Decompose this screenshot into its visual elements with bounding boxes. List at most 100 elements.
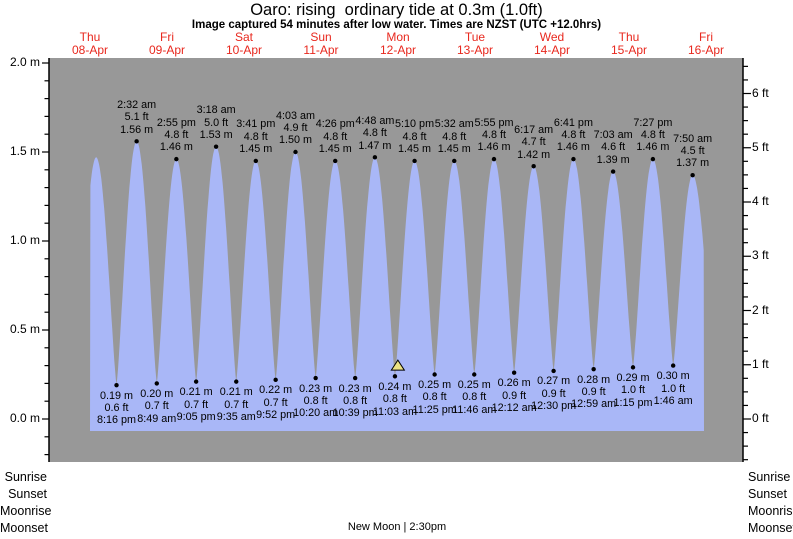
current-tide-marker	[390, 359, 406, 371]
tide-extreme-dot	[273, 377, 278, 383]
tide-annotation-line: 0.24 m	[378, 380, 412, 393]
high-tide-annotation: 3:41 pm 4.8 ft 1.45 m	[223, 118, 289, 155]
tide-extreme-dot	[472, 372, 477, 377]
high-tide-annotation: 6:17 am 4.7 ft 1.42 m	[501, 124, 567, 161]
tide-extreme-dot	[293, 149, 298, 155]
day-label-line: Thu	[618, 30, 640, 44]
tide-extreme-dot	[372, 155, 378, 160]
moon-phase-note: New Moon | 2:30pm	[347, 521, 447, 533]
low-tide-annotation: 0.23 m 0.8 ft 10:39 pm	[322, 383, 388, 420]
tide-annotation-line: 1.56 m	[120, 123, 154, 136]
day-label: Sun 11-Apr	[283, 31, 359, 57]
tide-annotation-line: 1.0 ft	[661, 382, 686, 395]
high-tide-annotation: 5:10 pm 4.8 ft 1.45 m	[382, 118, 448, 155]
day-label: Thu 08-Apr	[52, 31, 128, 57]
high-tide-annotation: 6:41 pm 4.8 ft 1.46 m	[540, 117, 606, 154]
low-tide-annotation: 0.24 m 0.8 ft 11:03 am	[362, 381, 428, 418]
tide-annotation-line: 0.7 ft	[144, 400, 169, 413]
day-label: Tue 13-Apr	[437, 31, 513, 57]
day-label-line: 14-Apr	[533, 43, 571, 57]
tide-annotation-line: 4.8 ft	[402, 130, 427, 143]
tide-annotation-line: 5.1 ft	[124, 111, 149, 124]
tide-annotation-line: 0.8 ft	[462, 391, 487, 404]
tide-annotation-line: 1.46 m	[477, 141, 511, 154]
tide-extreme-dot	[333, 158, 338, 164]
day-label-line: 16-Apr	[687, 43, 725, 57]
low-tide-annotation: 0.30 m 1.0 ft 1:46 am	[640, 370, 706, 407]
tide-extreme-dot	[313, 375, 318, 381]
low-tide-annotation: 0.25 m 0.8 ft 11:25 pm	[402, 379, 468, 416]
day-label-line: 11-Apr	[303, 43, 339, 57]
tide-annotation-line: 0.20 m	[140, 387, 174, 400]
day-label: Sat 10-Apr	[206, 31, 282, 57]
day-label-line: Thu	[79, 30, 101, 44]
tide-extreme-dot	[253, 158, 259, 164]
tide-annotation-line: 1.46 m	[636, 141, 670, 154]
y-axis-label-ft: 4 ft	[752, 194, 769, 208]
high-tide-annotation: 2:32 am 5.1 ft 1.56 m	[104, 99, 170, 136]
tide-extreme-dot	[213, 144, 219, 149]
tide-annotation-line: 1.39 m	[596, 153, 630, 166]
tide-annotation-line: 12:30 pm	[531, 400, 577, 413]
tide-annotation-line: 0.23 m	[338, 382, 372, 395]
tide-annotation-line: 5:32 am	[434, 118, 474, 131]
y-axis-label-ft: 6 ft	[752, 85, 769, 100]
day-label-line: Sat	[234, 30, 253, 44]
day-label-line: Fri	[160, 30, 174, 44]
tide-annotation-line: 2:32 am	[117, 98, 157, 111]
tide-annotation-line: 9:52 pm	[256, 409, 296, 422]
tide-extreme-dot	[134, 139, 139, 144]
tide-annotation-line: 0.7 ft	[184, 398, 209, 411]
tide-annotation-line: 4.8 ft	[640, 129, 665, 142]
tide-annotation-line: 0.8 ft	[422, 391, 447, 404]
tide-extreme-dot	[551, 368, 556, 374]
low-tide-annotation: 0.20 m 0.7 ft 8:49 am	[124, 388, 190, 425]
tide-extreme-dot	[114, 382, 119, 388]
tide-annotation-line: 1.53 m	[199, 128, 233, 141]
y-axis-label-m: 2.0 m	[9, 55, 40, 69]
tide-annotation-line: 0.25 m	[457, 379, 491, 391]
tide-annotation-line: 0.8 ft	[343, 394, 368, 407]
tide-annotation-line: 0.21 m	[179, 386, 213, 399]
high-tide-annotation: 4:03 am 4.9 ft 1.50 m	[262, 110, 328, 147]
tide-annotation-line: 0.9 ft	[541, 387, 566, 400]
tide-annotation-line: 0.27 m	[537, 375, 571, 388]
high-tide-annotation: 3:18 am 5.0 ft 1.53 m	[183, 104, 249, 141]
low-tide-annotation: 0.22 m 0.7 ft 9:52 pm	[243, 384, 309, 421]
sunset-label: Sunset	[748, 487, 787, 501]
tide-annotation-line: 0.9 ft	[502, 389, 527, 402]
tide-annotation-line: 1.0 ft	[620, 384, 645, 397]
tide-annotation-line: 1:46 am	[653, 394, 693, 407]
tide-annotation-line: 0.9 ft	[581, 386, 606, 399]
y-axis-label-m: 1.0 m	[9, 233, 40, 247]
low-tide-annotation: 0.21 m 0.7 ft 9:35 am	[203, 386, 269, 423]
low-tide-annotation: 0.21 m 0.7 ft 9:05 pm	[163, 386, 229, 423]
tide-annotation-line: 1.50 m	[278, 134, 312, 147]
tide-annotation-line: 6:41 pm	[553, 116, 593, 129]
y-axis-label-ft: 5 ft	[752, 139, 769, 154]
tide-annotation-line: 4.8 ft	[561, 129, 586, 142]
tide-annotation-line: 0.21 m	[219, 386, 253, 399]
day-label: Fri 09-Apr	[129, 31, 205, 57]
tide-extreme-dot	[491, 156, 497, 162]
high-tide-annotation: 7:27 pm 4.8 ft 1.46 m	[620, 117, 686, 154]
tide-annotation-line: 1.45 m	[437, 143, 471, 156]
sunset-label: Sunset	[8, 487, 47, 501]
tide-extreme-dot	[571, 156, 576, 162]
tide-extreme-dot	[432, 372, 437, 377]
tide-annotation-line: 0.30 m	[656, 370, 690, 383]
tide-extreme-dot	[352, 375, 358, 381]
tide-annotation-line: 4.8 ft	[362, 127, 387, 140]
tide-annotation-line: 8:49 am	[137, 412, 177, 425]
tide-annotation-line: 4:03 am	[275, 109, 315, 122]
low-tide-annotation: 0.28 m 0.9 ft 12:59 am	[561, 374, 627, 411]
low-tide-annotation: 0.19 m 0.6 ft 8:16 pm	[84, 390, 150, 427]
tide-water-area	[90, 141, 704, 432]
tide-annotation-line: 4.8 ft	[164, 129, 189, 142]
tide-annotation-line: 0.8 ft	[382, 393, 407, 406]
tide-extreme-dot	[452, 158, 457, 164]
tide-annotation-line: 4.9 ft	[283, 121, 308, 134]
tide-annotation-line: 5:10 pm	[395, 118, 435, 131]
